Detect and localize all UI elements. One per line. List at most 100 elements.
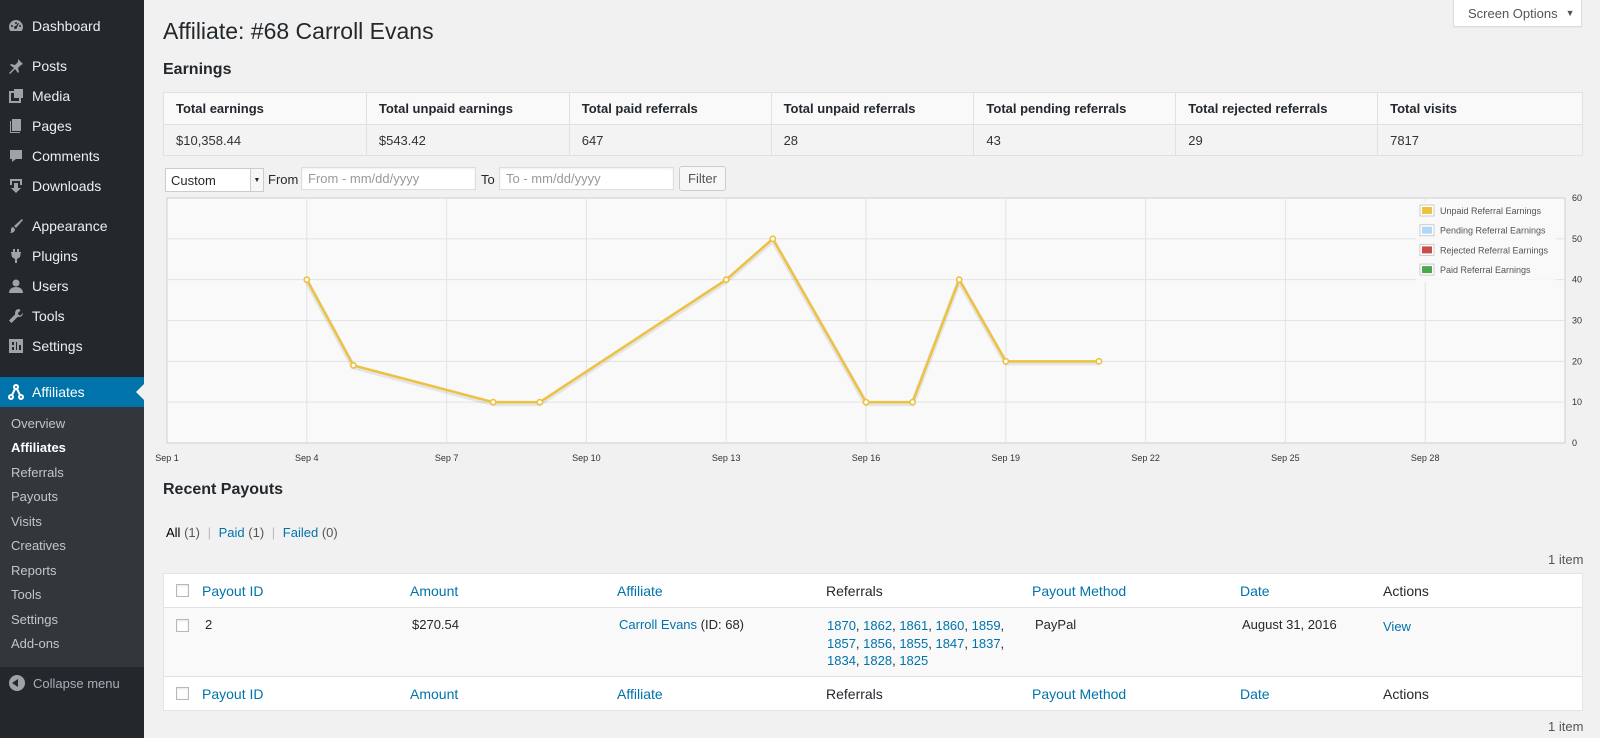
earnings-value: 43 <box>973 124 1177 156</box>
menu-label: Downloads <box>32 178 102 194</box>
data-point <box>722 276 730 284</box>
view-paid-label[interactable]: Paid <box>218 525 245 540</box>
screen-options-label: Screen Options <box>1468 5 1558 21</box>
legend-background <box>1416 202 1556 282</box>
collapse-menu-button[interactable]: Collapse menu <box>0 673 144 693</box>
brush-icon <box>0 218 32 234</box>
submenu-reports[interactable]: Reports <box>11 563 57 578</box>
col-payout-id-footer[interactable]: Payout ID <box>202 686 264 702</box>
col-payout-id[interactable]: Payout ID <box>202 583 264 599</box>
legend-swatch <box>1422 207 1432 214</box>
view-failed-label[interactable]: Failed <box>282 525 319 540</box>
referral-link[interactable]: 1837 <box>971 635 1001 651</box>
menu-users[interactable]: Users <box>0 271 144 301</box>
referral-link[interactable]: 1828 <box>863 653 893 668</box>
legend-label: Pending Referral Earnings <box>1440 226 1546 236</box>
referral-link[interactable]: 1860 <box>935 618 965 633</box>
y-tick-label: 30 <box>1572 316 1582 326</box>
referral-link[interactable]: 1856 <box>863 635 893 651</box>
submenu-affiliates[interactable]: Affiliates <box>11 440 66 455</box>
view-failed[interactable]: Failed (0) <box>283 525 338 540</box>
menu-label: Plugins <box>32 248 78 264</box>
payout-affiliate: Carroll Evans (ID: 68) <box>619 617 744 632</box>
col-affiliate-footer[interactable]: Affiliate <box>617 686 663 702</box>
x-tick-label: Sep 25 <box>1271 453 1300 463</box>
menu-settings[interactable]: Settings <box>0 331 144 361</box>
x-tick-label: Sep 1 <box>155 453 179 463</box>
view-all[interactable]: All (1) <box>166 525 200 540</box>
x-tick-label: Sep 28 <box>1411 453 1440 463</box>
earnings-value: 29 <box>1175 124 1379 156</box>
referral-link[interactable]: 1855 <box>899 635 929 651</box>
referral-link[interactable]: 1870 <box>827 618 856 633</box>
col-amount[interactable]: Amount <box>410 583 459 599</box>
menu-label: Media <box>32 88 71 104</box>
submenu-add-ons[interactable]: Add-ons <box>11 636 60 651</box>
x-tick-label: Sep 16 <box>852 453 881 463</box>
menu-comments[interactable]: Comments <box>0 141 144 171</box>
affiliate-link[interactable]: Carroll Evans <box>619 617 698 632</box>
filter-button[interactable]: Filter <box>679 166 726 191</box>
submenu-payouts[interactable]: Payouts <box>11 489 58 504</box>
col-affiliate[interactable]: Affiliate <box>617 583 663 599</box>
submenu-creatives[interactable]: Creatives <box>11 538 66 553</box>
menu-downloads[interactable]: Downloads <box>0 171 144 201</box>
view-payout-link[interactable]: View <box>1383 619 1411 634</box>
referral-link[interactable]: 1862 <box>863 618 893 633</box>
payouts-table-footer: Payout ID Amount Affiliate Referrals Pay… <box>164 676 1582 710</box>
earnings-chart: Sep 1 Sep 4 Sep 7 Sep 10 Sep 13 Sep 16 Sep 19 S… <box>155 193 1582 463</box>
earnings-header: Total unpaid referrals <box>771 92 975 125</box>
payout-method: PayPal <box>1035 617 1077 632</box>
submenu-tools[interactable]: Tools <box>11 587 42 602</box>
menu-posts[interactable]: Posts <box>0 51 144 81</box>
col-date-footer[interactable]: Date <box>1240 686 1270 702</box>
earnings-header: Total pending referrals <box>973 92 1177 125</box>
data-point <box>1002 357 1010 365</box>
menu-affiliates[interactable]: Affiliates <box>0 377 144 407</box>
row-checkbox[interactable] <box>176 619 189 632</box>
x-tick-label: Sep 7 <box>435 453 459 463</box>
payouts-table-header: Payout ID Amount Affiliate Referrals Pay… <box>164 574 1582 608</box>
menu-plugins[interactable]: Plugins <box>0 241 144 271</box>
submenu-referrals[interactable]: Referrals <box>11 465 64 480</box>
col-payout-method-footer[interactable]: Payout Method <box>1032 686 1127 702</box>
payout-amount: $270.54 <box>412 617 459 632</box>
submenu-visits[interactable]: Visits <box>11 514 42 529</box>
referral-link[interactable]: 1834 <box>827 653 856 668</box>
data-point <box>769 235 777 243</box>
select-all-checkbox-footer[interactable] <box>176 687 189 700</box>
col-date[interactable]: Date <box>1240 583 1270 599</box>
view-paid-count: (1) <box>248 525 265 540</box>
screen-options-button[interactable]: Screen Options ▼ <box>1453 0 1582 27</box>
menu-pages[interactable]: Pages <box>0 111 144 141</box>
legend-swatch <box>1422 266 1432 274</box>
pin-icon <box>0 58 32 74</box>
menu-dashboard[interactable]: Dashboard <box>0 11 144 41</box>
menu-label: Affiliates <box>32 384 85 400</box>
referral-link[interactable]: 1825 <box>899 653 929 668</box>
referral-link[interactable]: 1859 <box>971 618 1001 633</box>
submenu-overview[interactable]: Overview <box>11 416 66 431</box>
to-date-input[interactable]: To - mm/dd/yyyy <box>499 167 674 190</box>
earnings-table: Total earnings Total unpaid earnings Tot… <box>163 92 1583 156</box>
view-paid[interactable]: Paid (1) <box>219 525 265 540</box>
menu-tools[interactable]: Tools <box>0 301 144 331</box>
col-payout-method[interactable]: Payout Method <box>1032 583 1127 599</box>
download-icon <box>0 178 32 194</box>
menu-label: Tools <box>32 308 65 324</box>
earnings-value: 28 <box>771 124 975 156</box>
submenu-settings[interactable]: Settings <box>11 612 58 627</box>
referral-link[interactable]: 1861 <box>899 618 929 633</box>
referral-link[interactable]: 1857 <box>827 635 856 651</box>
select-all-checkbox[interactable] <box>176 584 189 597</box>
menu-appearance[interactable]: Appearance <box>0 211 144 241</box>
referral-link[interactable]: 1847 <box>935 635 965 651</box>
payout-status-filters: All (1) | Paid (1) | Failed (0) <box>166 525 338 540</box>
view-all-count: (1) <box>184 525 200 540</box>
col-amount-footer[interactable]: Amount <box>410 686 459 702</box>
payout-date: August 31, 2016 <box>1242 617 1337 632</box>
from-date-input[interactable]: From - mm/dd/yyyy <box>301 167 476 190</box>
date-range-select[interactable]: Custom ▼ <box>165 168 264 192</box>
y-axis: 0 10 20 30 40 50 60 <box>1572 193 1582 448</box>
menu-media[interactable]: Media <box>0 81 144 111</box>
